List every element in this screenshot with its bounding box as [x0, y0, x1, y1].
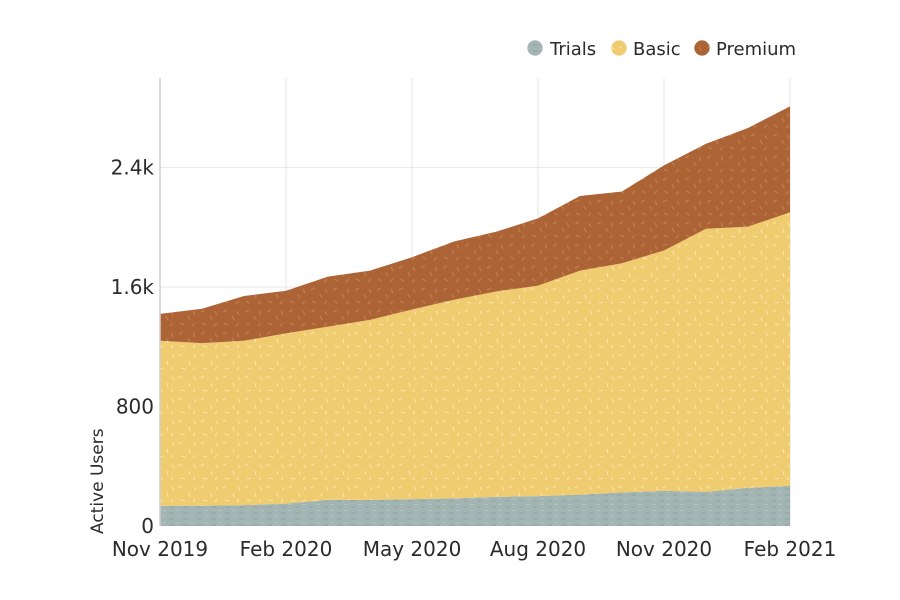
- y-tick-label: 0: [141, 514, 154, 538]
- area-trials: [160, 485, 790, 526]
- x-tick-label: Nov 2020: [616, 537, 712, 561]
- legend-item-trials: Trials: [527, 39, 596, 60]
- axis-layer: 0 800 1.6k 2.4k Nov 2019 Feb 2020 May 2020 Aug …: [88, 78, 836, 561]
- x-tick-label: Feb 2021: [744, 537, 837, 561]
- legend-label: Basic: [633, 39, 681, 60]
- x-tick-label: May 2020: [363, 537, 462, 561]
- legend-label: Premium: [716, 39, 796, 60]
- legend-swatch: [694, 40, 710, 56]
- area-premium: [160, 106, 790, 344]
- legend-label: Trials: [549, 39, 596, 60]
- y-axis-title: Active Users: [88, 428, 108, 534]
- legend-item-basic: Basic: [611, 39, 681, 60]
- legend-item-premium: Premium: [694, 39, 796, 60]
- y-tick-label: 1.6k: [111, 275, 155, 299]
- area-basic: [160, 212, 790, 506]
- legend: Trials Basic Premium: [527, 39, 796, 60]
- x-tick-label: Aug 2020: [490, 537, 586, 561]
- x-tick-label: Nov 2019: [112, 537, 208, 561]
- legend-swatch: [611, 40, 627, 56]
- y-tick-label: 2.4k: [111, 156, 155, 180]
- legend-swatch: [527, 40, 543, 56]
- area-layer: [160, 106, 790, 526]
- y-tick-label: 800: [116, 395, 154, 419]
- x-tick-label: Feb 2020: [240, 537, 333, 561]
